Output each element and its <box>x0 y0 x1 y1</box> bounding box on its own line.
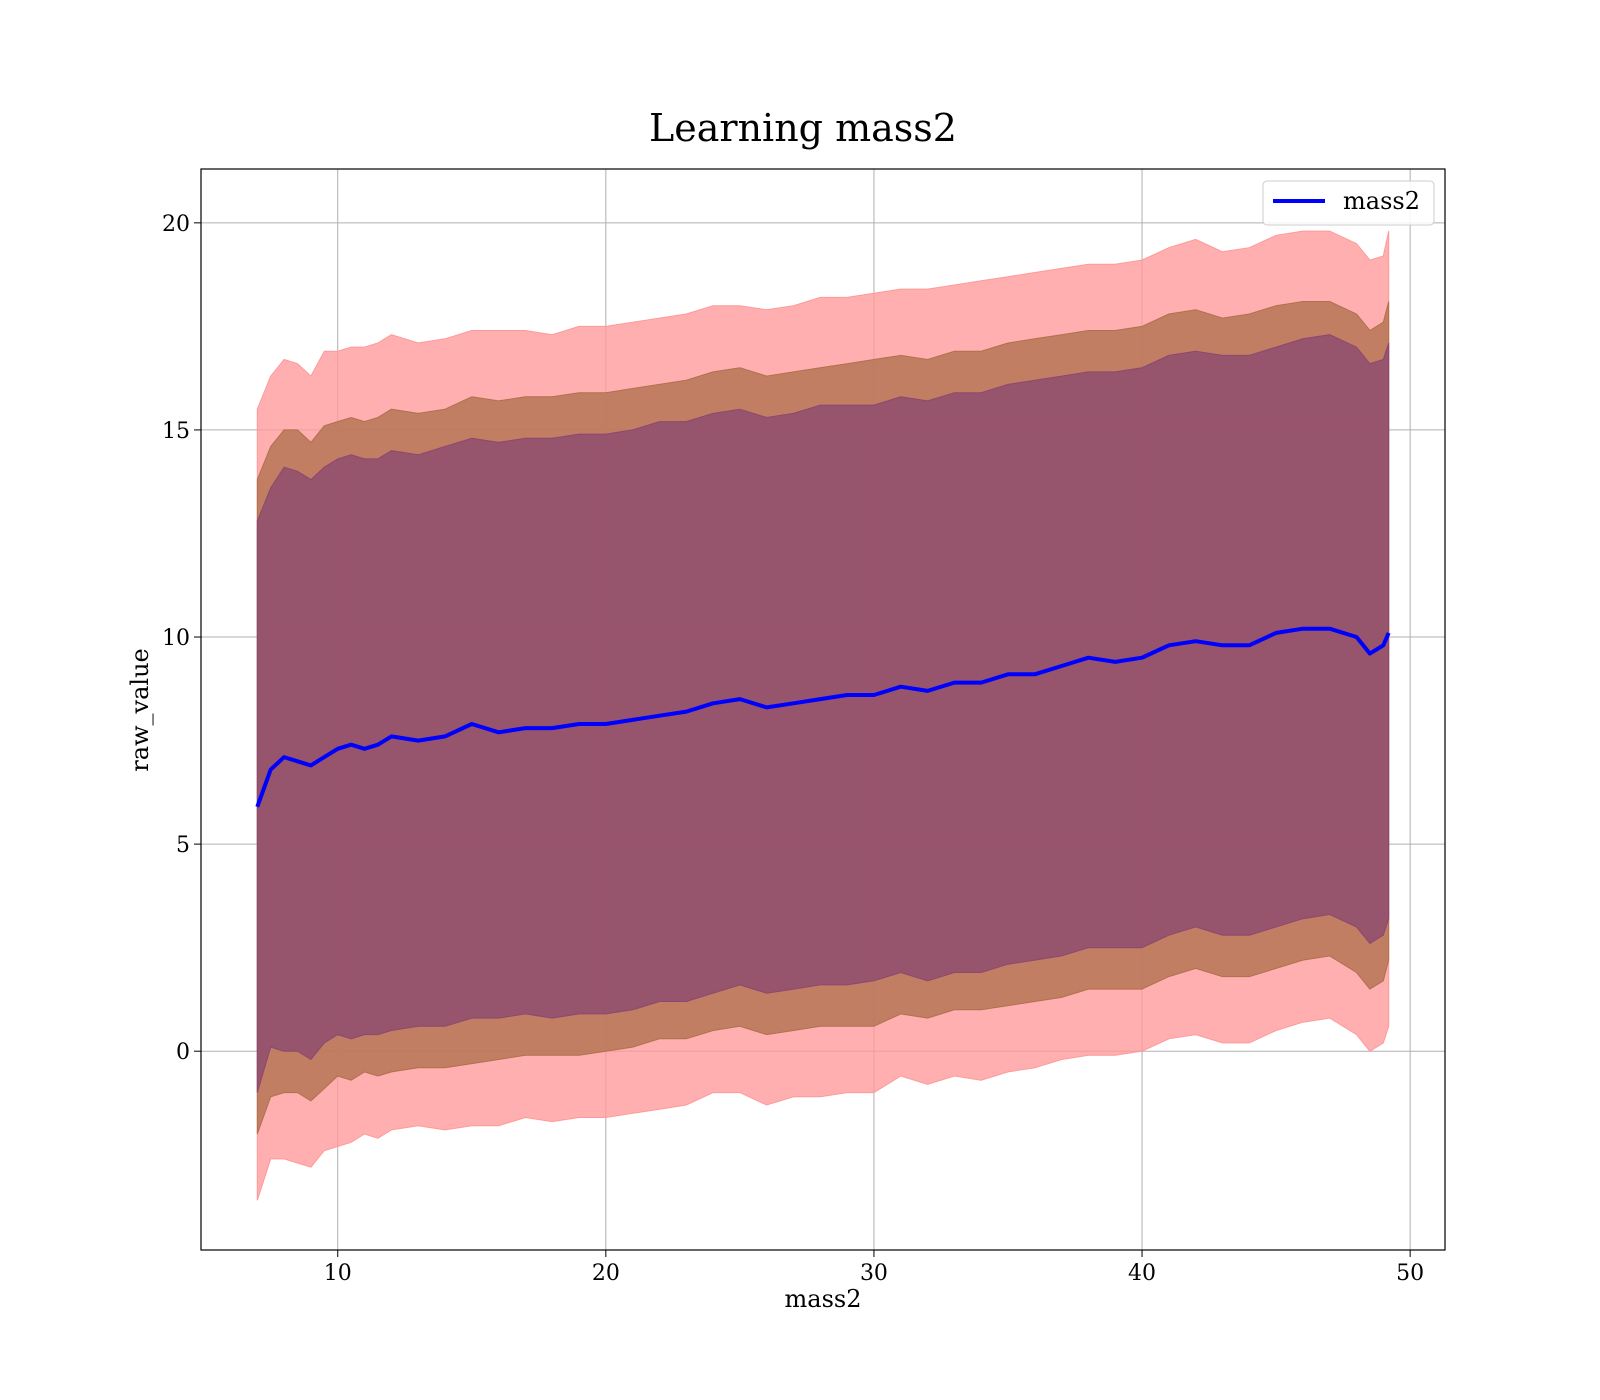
y-tick-label: 20 <box>162 212 190 237</box>
y-tick-label: 15 <box>162 419 190 444</box>
series-line-mass2 <box>255 626 1391 808</box>
x-axis-label: mass2 <box>785 1285 862 1313</box>
x-tick-label: 10 <box>324 1261 352 1286</box>
y-tick-label: 5 <box>176 833 190 858</box>
confidence-bands <box>256 230 1390 1201</box>
series-lines <box>255 626 1391 808</box>
x-tick-label: 50 <box>1396 1261 1424 1286</box>
x-tick-label: 20 <box>592 1261 620 1286</box>
legend-label: mass2 <box>1343 187 1420 215</box>
y-axis-label: raw_value <box>126 648 154 772</box>
x-tick-label: 40 <box>1128 1261 1156 1286</box>
legend: mass2 <box>1262 180 1435 226</box>
legend-box <box>1262 180 1435 226</box>
plot-area <box>200 168 1446 1251</box>
axis-ticks: 10 20 30 40 50 0 5 10 15 20 <box>162 212 1424 1286</box>
band-inner <box>256 334 1390 1093</box>
y-tick-label: 10 <box>162 626 190 651</box>
plot-frame <box>200 168 1446 1251</box>
x-tick-label: 30 <box>860 1261 888 1286</box>
y-tick-label: 0 <box>176 1040 190 1065</box>
chart-title: Learning mass2 <box>649 106 957 150</box>
